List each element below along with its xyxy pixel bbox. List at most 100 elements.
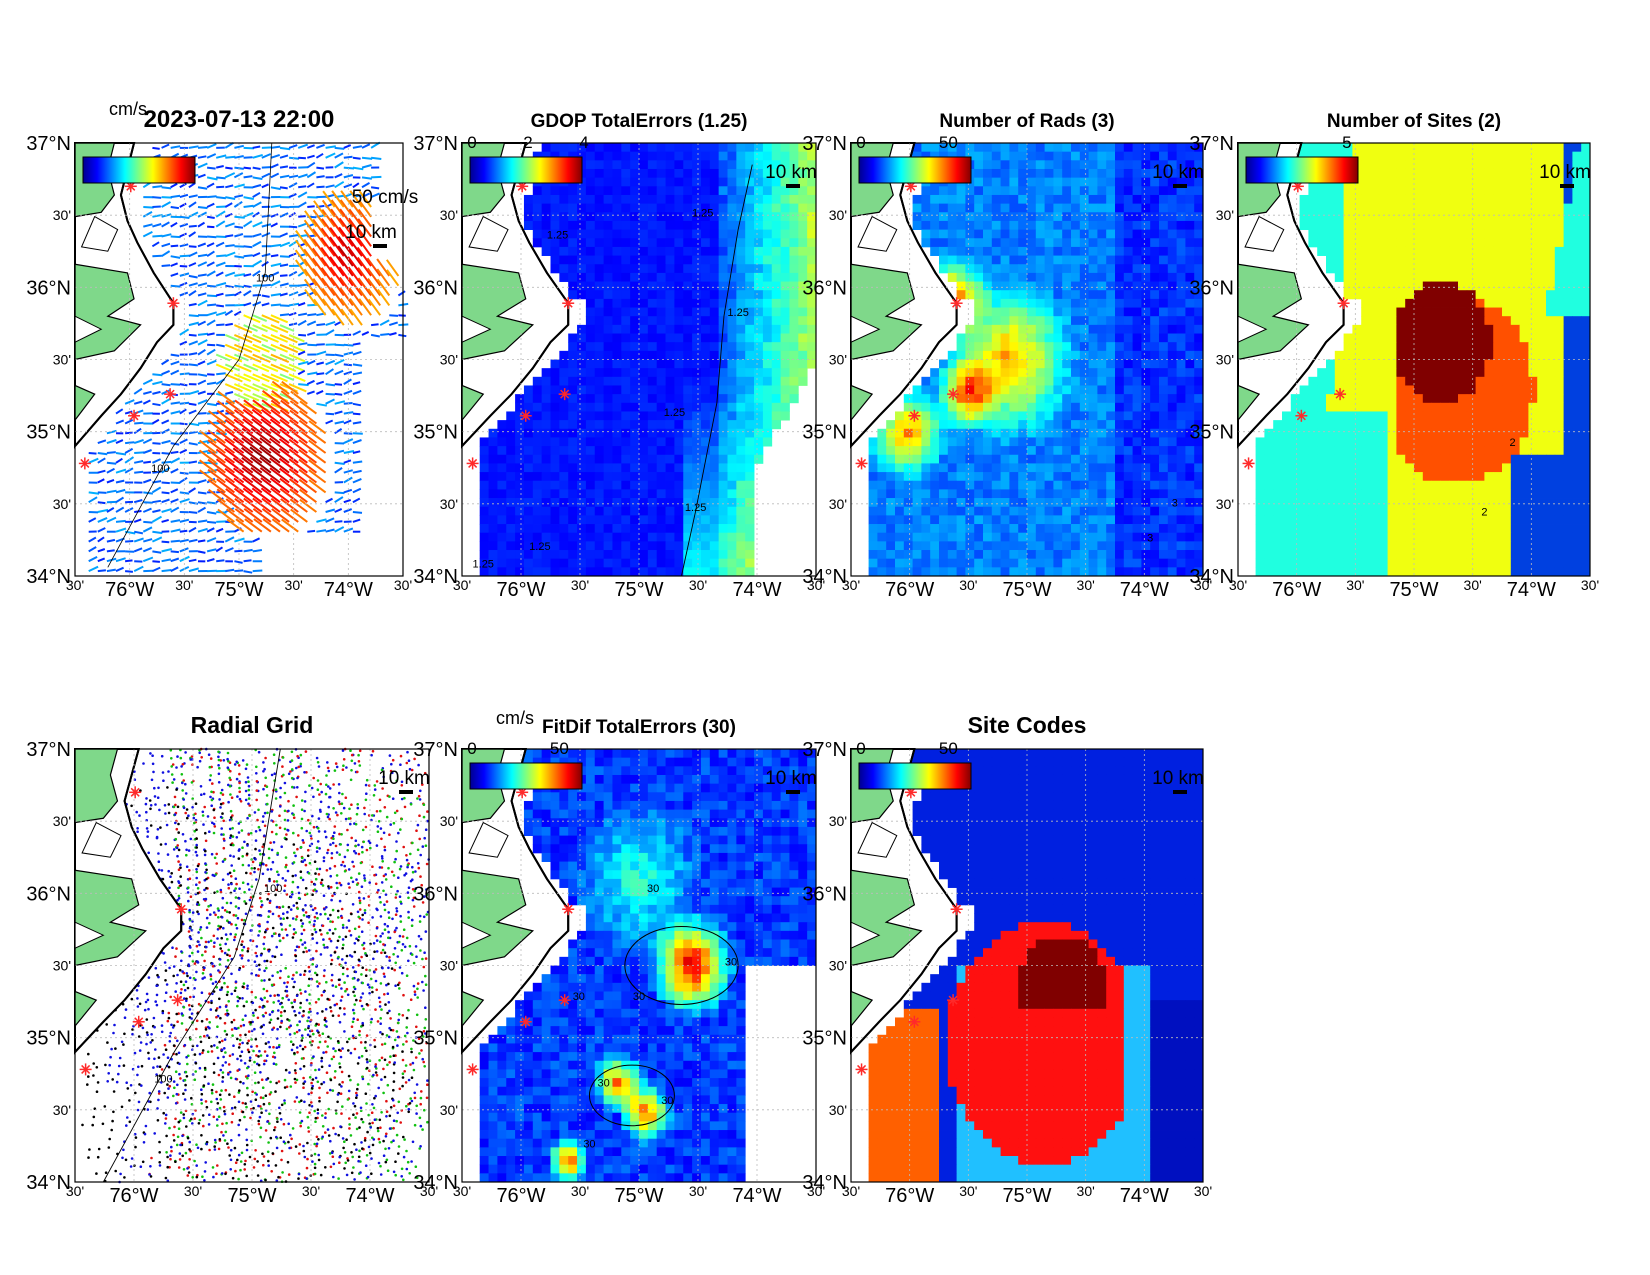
heatmap-cell [895, 489, 905, 499]
heatmap-cell [550, 463, 560, 473]
current-vector [170, 481, 181, 484]
heatmap-cell [736, 394, 746, 404]
heatmap-cell [1000, 350, 1010, 360]
heatmap-cell [630, 342, 640, 352]
heatmap-cell [991, 307, 1001, 317]
current-vector [338, 217, 354, 238]
heatmap-cell [497, 567, 507, 577]
heatmap-cell [559, 454, 569, 464]
current-vector [97, 557, 106, 563]
current-vector [271, 518, 290, 533]
heatmap-cell [939, 454, 949, 464]
heatmap-cell [1414, 168, 1424, 179]
heatmap-cell [1537, 177, 1547, 187]
heatmap-cell [1194, 394, 1204, 404]
current-vector [307, 205, 315, 208]
heatmap-cell [1361, 151, 1371, 161]
current-vector [206, 242, 215, 248]
heatmap-cell [736, 489, 746, 499]
heatmap-cell [700, 220, 711, 230]
heatmap-cell [1027, 428, 1037, 438]
heatmap-cell [700, 420, 711, 430]
heatmap-cell [1097, 194, 1107, 205]
current-vector [97, 548, 106, 553]
heatmap-cell [692, 480, 702, 490]
heatmap-cell [665, 194, 675, 205]
heatmap-cell [603, 264, 613, 274]
heatmap-cell [877, 524, 887, 534]
heatmap-cell [877, 506, 887, 516]
heatmap-cell [947, 402, 957, 412]
heatmap-cell [506, 558, 516, 568]
current-vector [252, 145, 261, 149]
current-vector [206, 402, 218, 407]
heatmap-cell [1018, 558, 1028, 568]
heatmap-cell [1458, 264, 1468, 274]
heatmap-cell [1537, 272, 1547, 282]
heatmap-cell [886, 489, 896, 499]
heatmap-cell [921, 220, 931, 230]
heatmap-cell [1185, 342, 1195, 352]
heatmap-cell [771, 368, 781, 378]
heatmap-cell [630, 290, 640, 300]
current-vector [133, 537, 144, 543]
current-vector [325, 152, 336, 159]
heatmap-cell [497, 454, 507, 464]
heatmap-cell [674, 177, 684, 187]
heatmap-cell [991, 420, 1001, 430]
heatmap-cell [903, 489, 913, 499]
heatmap-cell [665, 368, 675, 378]
current-vector [270, 280, 281, 287]
current-vector [347, 266, 363, 287]
heatmap-cell [1563, 272, 1573, 282]
heatmap-cell [974, 359, 984, 369]
heatmap-cell [1317, 229, 1327, 239]
heatmap-cell [709, 186, 720, 196]
heatmap-cell [612, 307, 622, 317]
heatmap-cell [930, 489, 940, 499]
heatmap-cell [1035, 342, 1045, 352]
heatmap-cell [603, 489, 613, 499]
heatmap-cell [568, 385, 578, 395]
current-vector [281, 518, 299, 533]
heatmap-cell [1009, 350, 1019, 360]
heatmap-cell [1414, 255, 1424, 265]
heatmap-cell [1194, 524, 1204, 534]
heatmap-cell [621, 394, 631, 404]
heatmap-cell [1176, 316, 1186, 326]
heatmap-cell [1097, 350, 1107, 360]
heatmap-cell [630, 376, 640, 386]
heatmap-cell [630, 264, 640, 274]
heatmap-cell [727, 359, 737, 369]
heatmap-cell [1009, 506, 1019, 516]
heatmap-cell [1018, 394, 1028, 404]
heatmap-cell [1027, 376, 1037, 386]
heatmap-cell [523, 550, 534, 560]
heatmap-cell [1176, 472, 1186, 482]
heatmap-cell [647, 515, 658, 525]
heatmap-cell [1466, 160, 1476, 170]
heatmap-cell [647, 316, 658, 326]
heatmap-cell [1009, 446, 1019, 456]
heatmap-cell [639, 160, 649, 170]
current-vector [225, 391, 234, 395]
heatmap-cell [577, 350, 587, 360]
heatmap-cell [1159, 376, 1169, 386]
current-vector [142, 378, 153, 385]
heatmap-cell [577, 541, 587, 551]
heatmap-cell [1009, 324, 1019, 334]
heatmap-cell [709, 160, 720, 170]
heatmap-cell [1387, 143, 1397, 153]
heatmap-cell [639, 272, 649, 282]
heatmap-cell [1422, 168, 1432, 179]
heatmap-cell [947, 472, 957, 482]
heatmap-cell [550, 376, 560, 386]
heatmap-cell [974, 238, 984, 248]
heatmap-cell [1378, 168, 1388, 179]
heatmap-cell [930, 229, 940, 239]
current-vector [197, 261, 208, 267]
heatmap-cell [1475, 177, 1485, 187]
heatmap-cell [1546, 238, 1556, 248]
current-vector [206, 319, 216, 326]
